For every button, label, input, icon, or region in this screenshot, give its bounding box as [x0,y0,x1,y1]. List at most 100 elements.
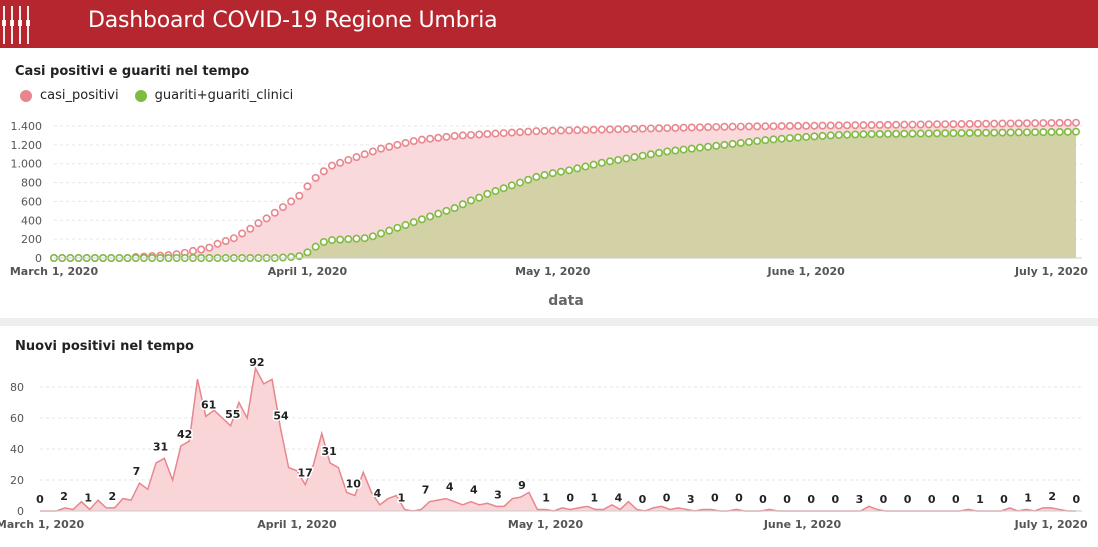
data-point-casi_positivi[interactable] [434,133,443,142]
data-point-guariti+guariti_clinici[interactable] [875,130,884,139]
data-point-guariti+guariti_clinici[interactable] [646,150,655,159]
data-point-guariti+guariti_clinici[interactable] [368,232,377,241]
data-point-guariti+guariti_clinici[interactable] [450,204,459,213]
data-point-guariti+guariti_clinici[interactable] [753,137,762,146]
data-point-casi_positivi[interactable] [352,153,361,162]
data-point-casi_positivi[interactable] [1014,119,1023,128]
data-point-casi_positivi[interactable] [581,125,590,134]
data-point-casi_positivi[interactable] [205,243,214,252]
data-point-guariti+guariti_clinici[interactable] [516,178,525,187]
data-point-guariti+guariti_clinici[interactable] [434,209,443,218]
data-point-guariti+guariti_clinici[interactable] [949,129,958,138]
data-point-guariti+guariti_clinici[interactable] [319,237,328,246]
data-point-casi_positivi[interactable] [450,131,459,140]
data-point-casi_positivi[interactable] [875,120,884,129]
data-point-casi_positivi[interactable] [589,125,598,134]
data-point-casi_positivi[interactable] [336,158,345,167]
data-point-guariti+guariti_clinici[interactable] [924,129,933,138]
data-point-casi_positivi[interactable] [1063,118,1072,127]
data-point-casi_positivi[interactable] [491,129,500,138]
data-point-guariti+guariti_clinici[interactable] [1039,128,1048,137]
data-point-casi_positivi[interactable] [957,120,966,129]
data-point-casi_positivi[interactable] [671,123,680,132]
data-point-casi_positivi[interactable] [1031,119,1040,128]
data-point-guariti+guariti_clinici[interactable] [605,157,614,166]
data-point-casi_positivi[interactable] [442,132,451,141]
data-point-casi_positivi[interactable] [687,123,696,132]
data-point-casi_positivi[interactable] [573,126,582,135]
data-point-guariti+guariti_clinici[interactable] [843,130,852,139]
data-point-casi_positivi[interactable] [466,130,475,139]
data-point-casi_positivi[interactable] [524,127,533,136]
data-point-guariti+guariti_clinici[interactable] [581,162,590,171]
data-point-guariti+guariti_clinici[interactable] [818,131,827,140]
data-point-guariti+guariti_clinici[interactable] [1022,128,1031,137]
data-point-guariti+guariti_clinici[interactable] [720,140,729,149]
data-point-casi_positivi[interactable] [1055,118,1064,127]
data-point-guariti+guariti_clinici[interactable] [556,167,565,176]
data-point-casi_positivi[interactable] [695,123,704,132]
data-point-guariti+guariti_clinici[interactable] [867,130,876,139]
data-point-casi_positivi[interactable] [516,128,525,137]
data-point-casi_positivi[interactable] [377,144,386,153]
data-point-guariti+guariti_clinici[interactable] [777,134,786,143]
data-point-casi_positivi[interactable] [548,126,557,135]
data-point-guariti+guariti_clinici[interactable] [565,166,574,175]
data-point-casi_positivi[interactable] [507,128,516,137]
data-point-casi_positivi[interactable] [802,121,811,130]
data-point-guariti+guariti_clinici[interactable] [303,248,312,257]
data-point-casi_positivi[interactable] [614,125,623,134]
data-point-guariti+guariti_clinici[interactable] [1006,128,1015,137]
data-point-guariti+guariti_clinici[interactable] [336,235,345,244]
data-point-guariti+guariti_clinici[interactable] [769,135,778,144]
data-point-guariti+guariti_clinici[interactable] [695,143,704,152]
data-point-casi_positivi[interactable] [916,120,925,129]
data-point-casi_positivi[interactable] [188,246,197,255]
data-point-casi_positivi[interactable] [826,121,835,130]
data-point-guariti+guariti_clinici[interactable] [360,234,369,243]
data-point-casi_positivi[interactable] [262,214,271,223]
data-point-guariti+guariti_clinici[interactable] [573,164,582,173]
data-point-guariti+guariti_clinici[interactable] [908,129,917,138]
data-point-guariti+guariti_clinici[interactable] [1047,128,1056,137]
data-point-casi_positivi[interactable] [254,219,263,228]
data-point-casi_positivi[interactable] [941,120,950,129]
data-point-guariti+guariti_clinici[interactable] [524,175,533,184]
data-point-casi_positivi[interactable] [900,120,909,129]
data-point-casi_positivi[interactable] [712,122,721,131]
data-point-guariti+guariti_clinici[interactable] [761,136,770,145]
data-point-casi_positivi[interactable] [278,203,287,212]
data-point-casi_positivi[interactable] [1072,118,1081,127]
data-point-guariti+guariti_clinici[interactable] [1031,128,1040,137]
data-point-casi_positivi[interactable] [344,155,353,164]
data-point-guariti+guariti_clinici[interactable] [728,139,737,148]
data-point-casi_positivi[interactable] [311,173,320,182]
data-point-guariti+guariti_clinici[interactable] [385,226,394,235]
data-point-guariti+guariti_clinici[interactable] [941,129,950,138]
data-point-guariti+guariti_clinici[interactable] [933,129,942,138]
data-point-guariti+guariti_clinici[interactable] [663,147,672,156]
data-point-guariti+guariti_clinici[interactable] [352,234,361,243]
data-point-guariti+guariti_clinici[interactable] [965,128,974,137]
data-point-casi_positivi[interactable] [924,120,933,129]
data-point-guariti+guariti_clinici[interactable] [589,160,598,169]
data-point-casi_positivi[interactable] [565,126,574,135]
data-point-guariti+guariti_clinici[interactable] [785,134,794,143]
data-point-casi_positivi[interactable] [810,121,819,130]
data-point-casi_positivi[interactable] [368,147,377,156]
data-point-guariti+guariti_clinici[interactable] [704,142,713,151]
data-point-casi_positivi[interactable] [303,182,312,191]
data-point-casi_positivi[interactable] [736,122,745,131]
data-point-casi_positivi[interactable] [1022,119,1031,128]
data-point-guariti+guariti_clinici[interactable] [1055,127,1064,136]
data-point-casi_positivi[interactable] [238,229,247,238]
data-point-guariti+guariti_clinici[interactable] [892,129,901,138]
data-point-casi_positivi[interactable] [728,122,737,131]
data-point-casi_positivi[interactable] [769,122,778,131]
data-point-guariti+guariti_clinici[interactable] [507,181,516,190]
data-point-casi_positivi[interactable] [385,142,394,151]
data-point-guariti+guariti_clinici[interactable] [712,141,721,150]
data-point-guariti+guariti_clinici[interactable] [1072,127,1081,136]
data-point-guariti+guariti_clinici[interactable] [982,128,991,137]
data-point-guariti+guariti_clinici[interactable] [311,242,320,251]
